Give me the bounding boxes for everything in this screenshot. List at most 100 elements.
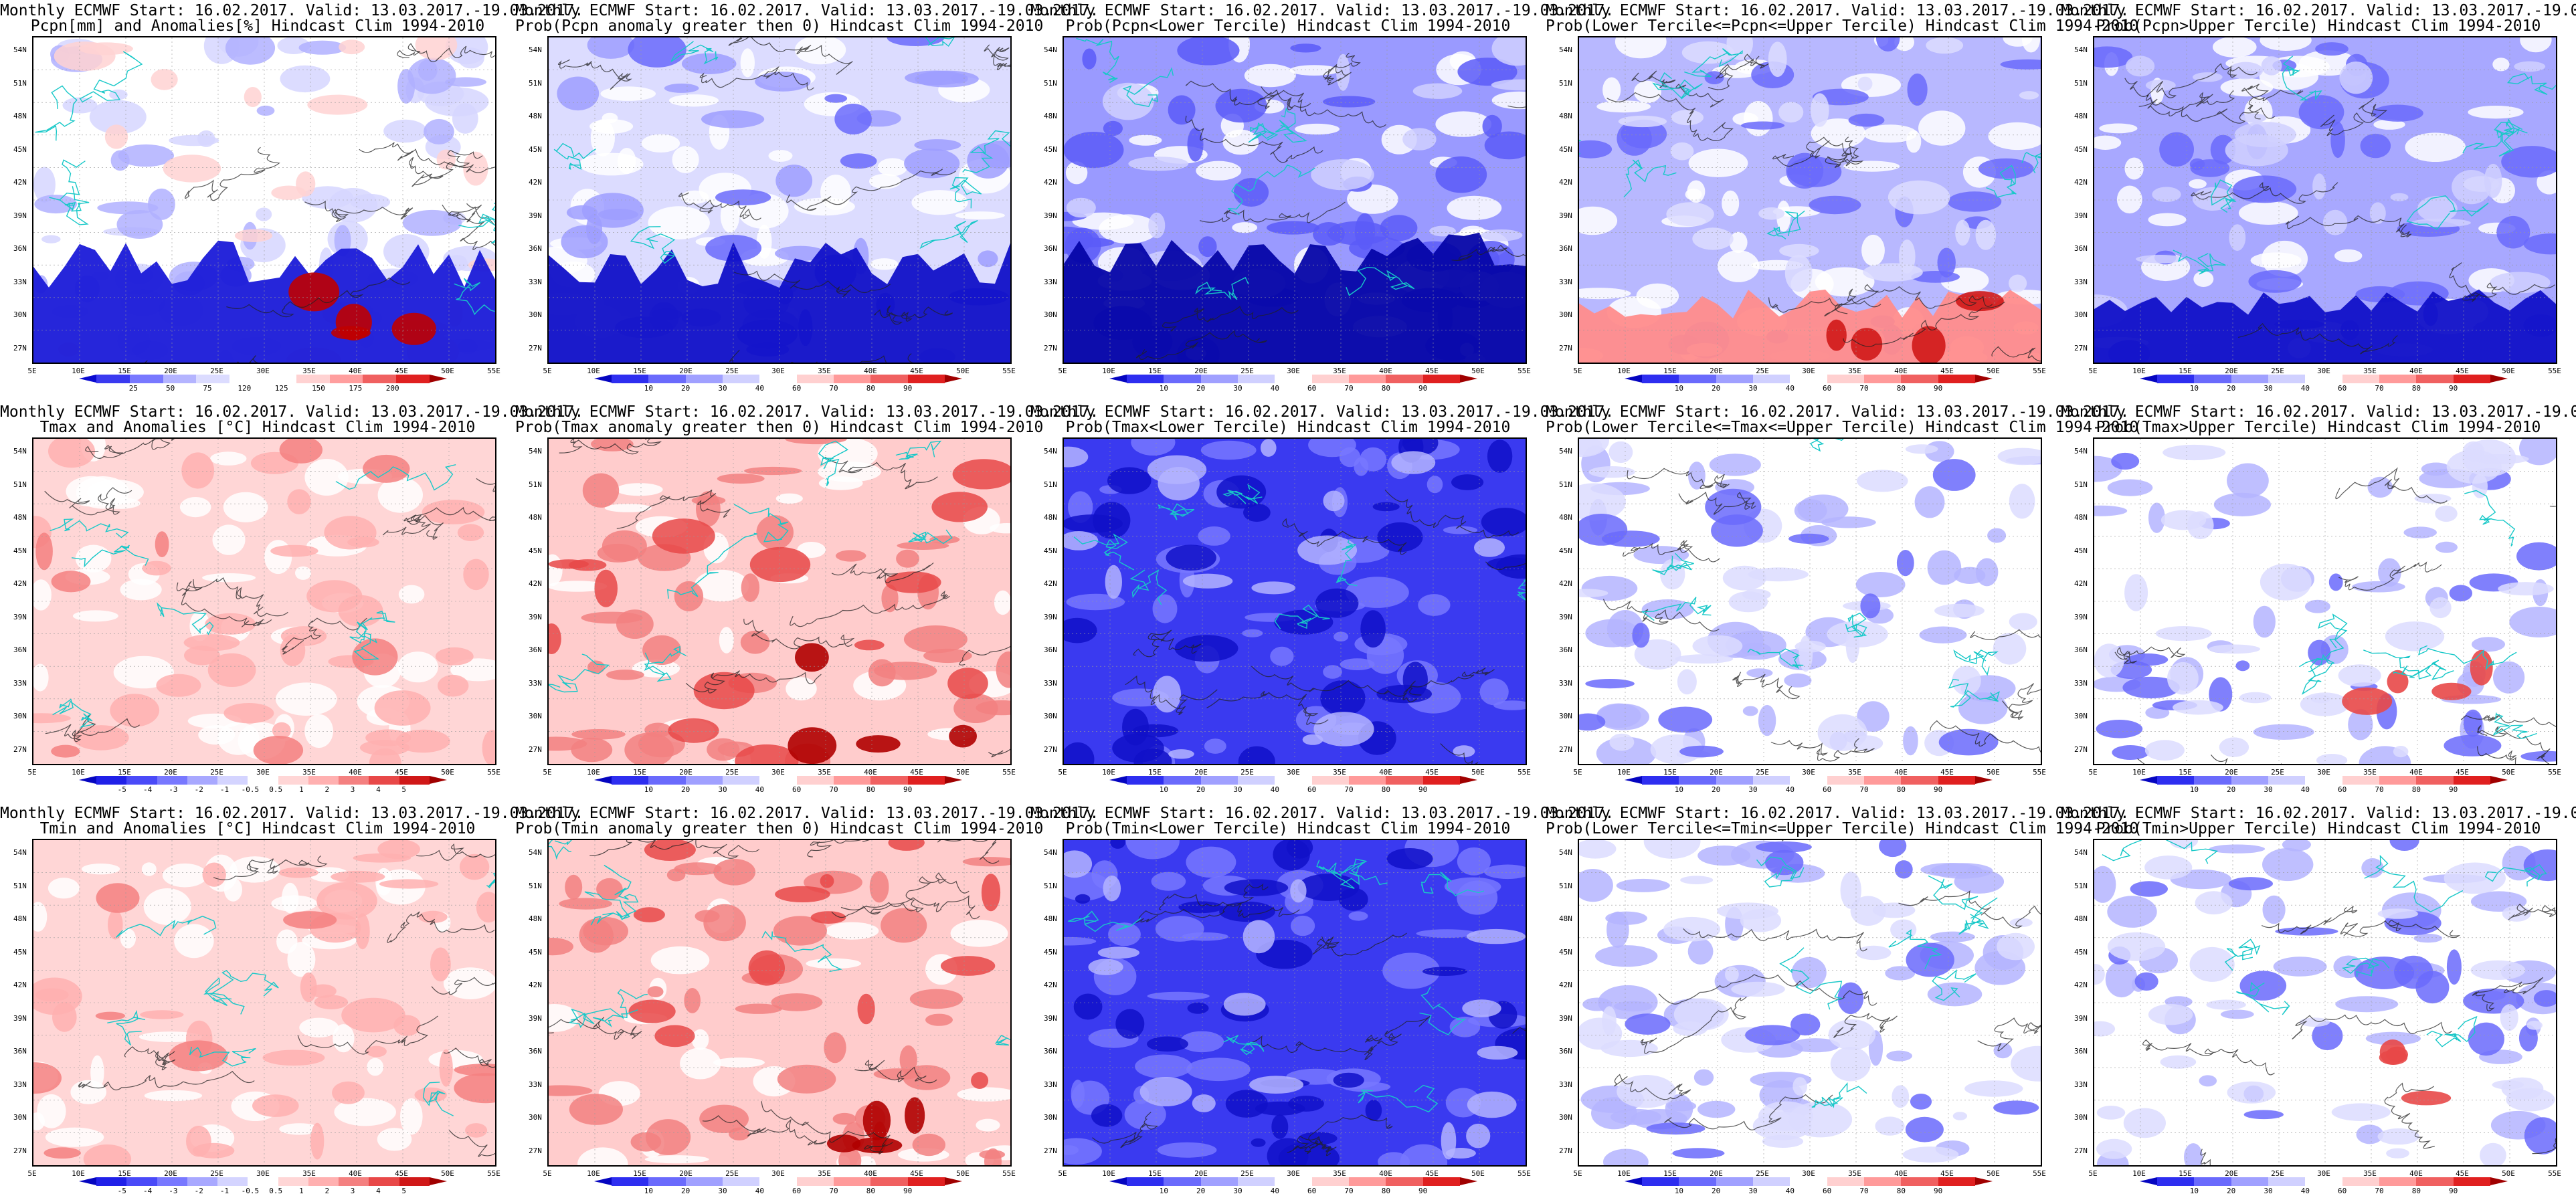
colorbar-tick-label: 20 <box>681 1187 691 1195</box>
colorbar-swatch <box>870 1177 909 1186</box>
panel-title-line2: Prob(Pcpn anomaly greater then 0) Hindca… <box>515 17 1044 35</box>
latitude-label: 36N <box>13 1047 27 1056</box>
longitude-label: 55E <box>2548 768 2561 777</box>
colorbar-tick-label: 90 <box>903 1187 913 1195</box>
longitude-label: 10E <box>587 1169 600 1178</box>
latitude-label: 42N <box>2074 981 2088 990</box>
longitude-label: 10E <box>2132 367 2146 375</box>
colorbar-tick-label: 4 <box>376 1187 381 1195</box>
colorbar-swatch <box>2194 1177 2232 1186</box>
longitude-label: 35E <box>1333 1169 1346 1178</box>
longitude-label: 25E <box>2271 768 2284 777</box>
longitude-label: 15E <box>1148 367 1162 375</box>
latitude-label: 45N <box>13 144 27 154</box>
colorbar-tick-label: 20 <box>2227 785 2236 794</box>
colorbar-tick-label: 70 <box>1344 785 1354 794</box>
latitude-label: 42N <box>1559 178 1572 187</box>
longitude-label: 5E <box>27 367 37 375</box>
colorbar-swatch <box>723 1177 760 1186</box>
latitude-label: 54N <box>13 447 27 456</box>
panel-title-line2: Prob(Lower Tercile<=Tmax<=Upper Tercile)… <box>1546 419 2139 436</box>
latitude-label: 48N <box>1044 914 1057 924</box>
forecast-map <box>1578 437 2042 765</box>
longitude-label: 15E <box>2179 367 2192 375</box>
longitude-label: 45E <box>395 1169 408 1178</box>
longitude-label: 40E <box>1379 1169 1392 1178</box>
colorbar-swatch <box>945 776 962 784</box>
colorbar-swatch <box>1386 776 1424 785</box>
longitude-label: 45E <box>2456 367 2469 375</box>
colorbar-swatch <box>1716 375 1754 383</box>
latitude-label: 42N <box>529 981 542 990</box>
colorbar-tick-label: 70 <box>1859 384 1869 393</box>
colorbar-swatch <box>2453 776 2491 785</box>
colorbar-swatch <box>1109 776 1127 784</box>
colorbar-swatch <box>907 375 945 383</box>
latitude-label: 54N <box>1559 45 1572 54</box>
forecast-map <box>1063 437 1527 765</box>
colorbar-swatch <box>1901 375 1939 383</box>
colorbar-tick-label: 10 <box>1674 1187 1683 1195</box>
colorbar-swatch <box>1642 1177 1679 1186</box>
colorbar-tick-label: 40 <box>1270 785 1279 794</box>
latitude-label: 54N <box>1044 447 1057 456</box>
longitude-label: 50E <box>956 768 970 777</box>
longitude-label: 35E <box>1333 768 1346 777</box>
colorbar-swatch <box>1679 776 1717 785</box>
colorbar-swatch <box>96 375 130 383</box>
colorbar-tick-label: 40 <box>2300 785 2310 794</box>
colorbar-swatch <box>1864 1177 1902 1186</box>
colorbar-tick-label: 40 <box>755 785 764 794</box>
colorbar-swatch <box>2268 1177 2306 1186</box>
colorbar-swatch <box>278 1177 309 1186</box>
colorbar-swatch <box>126 776 158 785</box>
latitude-label: 48N <box>13 513 27 522</box>
latitude-label: 33N <box>2074 277 2088 286</box>
colorbar-tick-label: 30 <box>718 384 727 393</box>
longitude-label: 25E <box>210 367 223 375</box>
colorbar-legend: 10 20 30 40 60 70 80 90 <box>1109 1177 1477 1195</box>
colorbar-swatch <box>2231 375 2269 383</box>
longitude-label: 35E <box>1848 768 1861 777</box>
latitude-label: 27N <box>2074 344 2088 353</box>
latitude-label: 39N <box>529 612 542 621</box>
longitude-label: 25E <box>1756 1169 1769 1178</box>
longitude-label: 35E <box>302 1169 316 1178</box>
colorbar-swatch <box>163 375 197 383</box>
colorbar-swatch <box>759 776 798 785</box>
longitude-label: 30E <box>771 367 785 375</box>
longitude-label: 30E <box>256 367 270 375</box>
latitude-label: 42N <box>13 579 27 589</box>
longitude-label: 25E <box>2271 1169 2284 1178</box>
latitude-label: 27N <box>13 344 27 353</box>
forecast-map <box>1063 36 1527 364</box>
panel-title-line2: Prob(Pcpn<Lower Tercile) Hindcast Clim 1… <box>1065 17 1511 35</box>
colorbar-swatch <box>1109 375 1127 383</box>
colorbar-swatch <box>217 1177 248 1186</box>
panel-title-line1: Monthly ECMWF Start: 16.02.2017. Valid: … <box>515 403 1099 421</box>
latitude-label: 45N <box>1044 546 1057 555</box>
longitude-label: 55E <box>487 768 500 777</box>
latitude-label: 33N <box>529 277 542 286</box>
latitude-label: 33N <box>1044 1080 1057 1089</box>
latitude-label: 48N <box>2074 513 2088 522</box>
colorbar-swatch <box>129 375 164 383</box>
latitude-label: 33N <box>2074 678 2088 688</box>
latitude-label: 51N <box>529 78 542 88</box>
latitude-label: 33N <box>529 1080 542 1089</box>
longitude-label: 30E <box>771 768 785 777</box>
latitude-label: 30N <box>1044 712 1057 721</box>
longitude-label: 55E <box>2033 1169 2046 1178</box>
longitude-label: 35E <box>302 768 316 777</box>
longitude-label: 25E <box>725 768 739 777</box>
longitude-label: 40E <box>1379 768 1392 777</box>
latitude-label: 30N <box>529 310 542 320</box>
colorbar-legend: 10 20 30 40 60 70 80 90 <box>1625 375 1993 393</box>
longitude-label: 35E <box>302 367 316 375</box>
colorbar-tick-label: 20 <box>1712 785 1721 794</box>
colorbar-swatch <box>1422 375 1461 383</box>
colorbar-swatch <box>2305 776 2343 785</box>
colorbar-swatch <box>1975 1177 1993 1185</box>
latitude-label: 33N <box>1559 678 1572 688</box>
latitude-label: 33N <box>13 1080 27 1089</box>
